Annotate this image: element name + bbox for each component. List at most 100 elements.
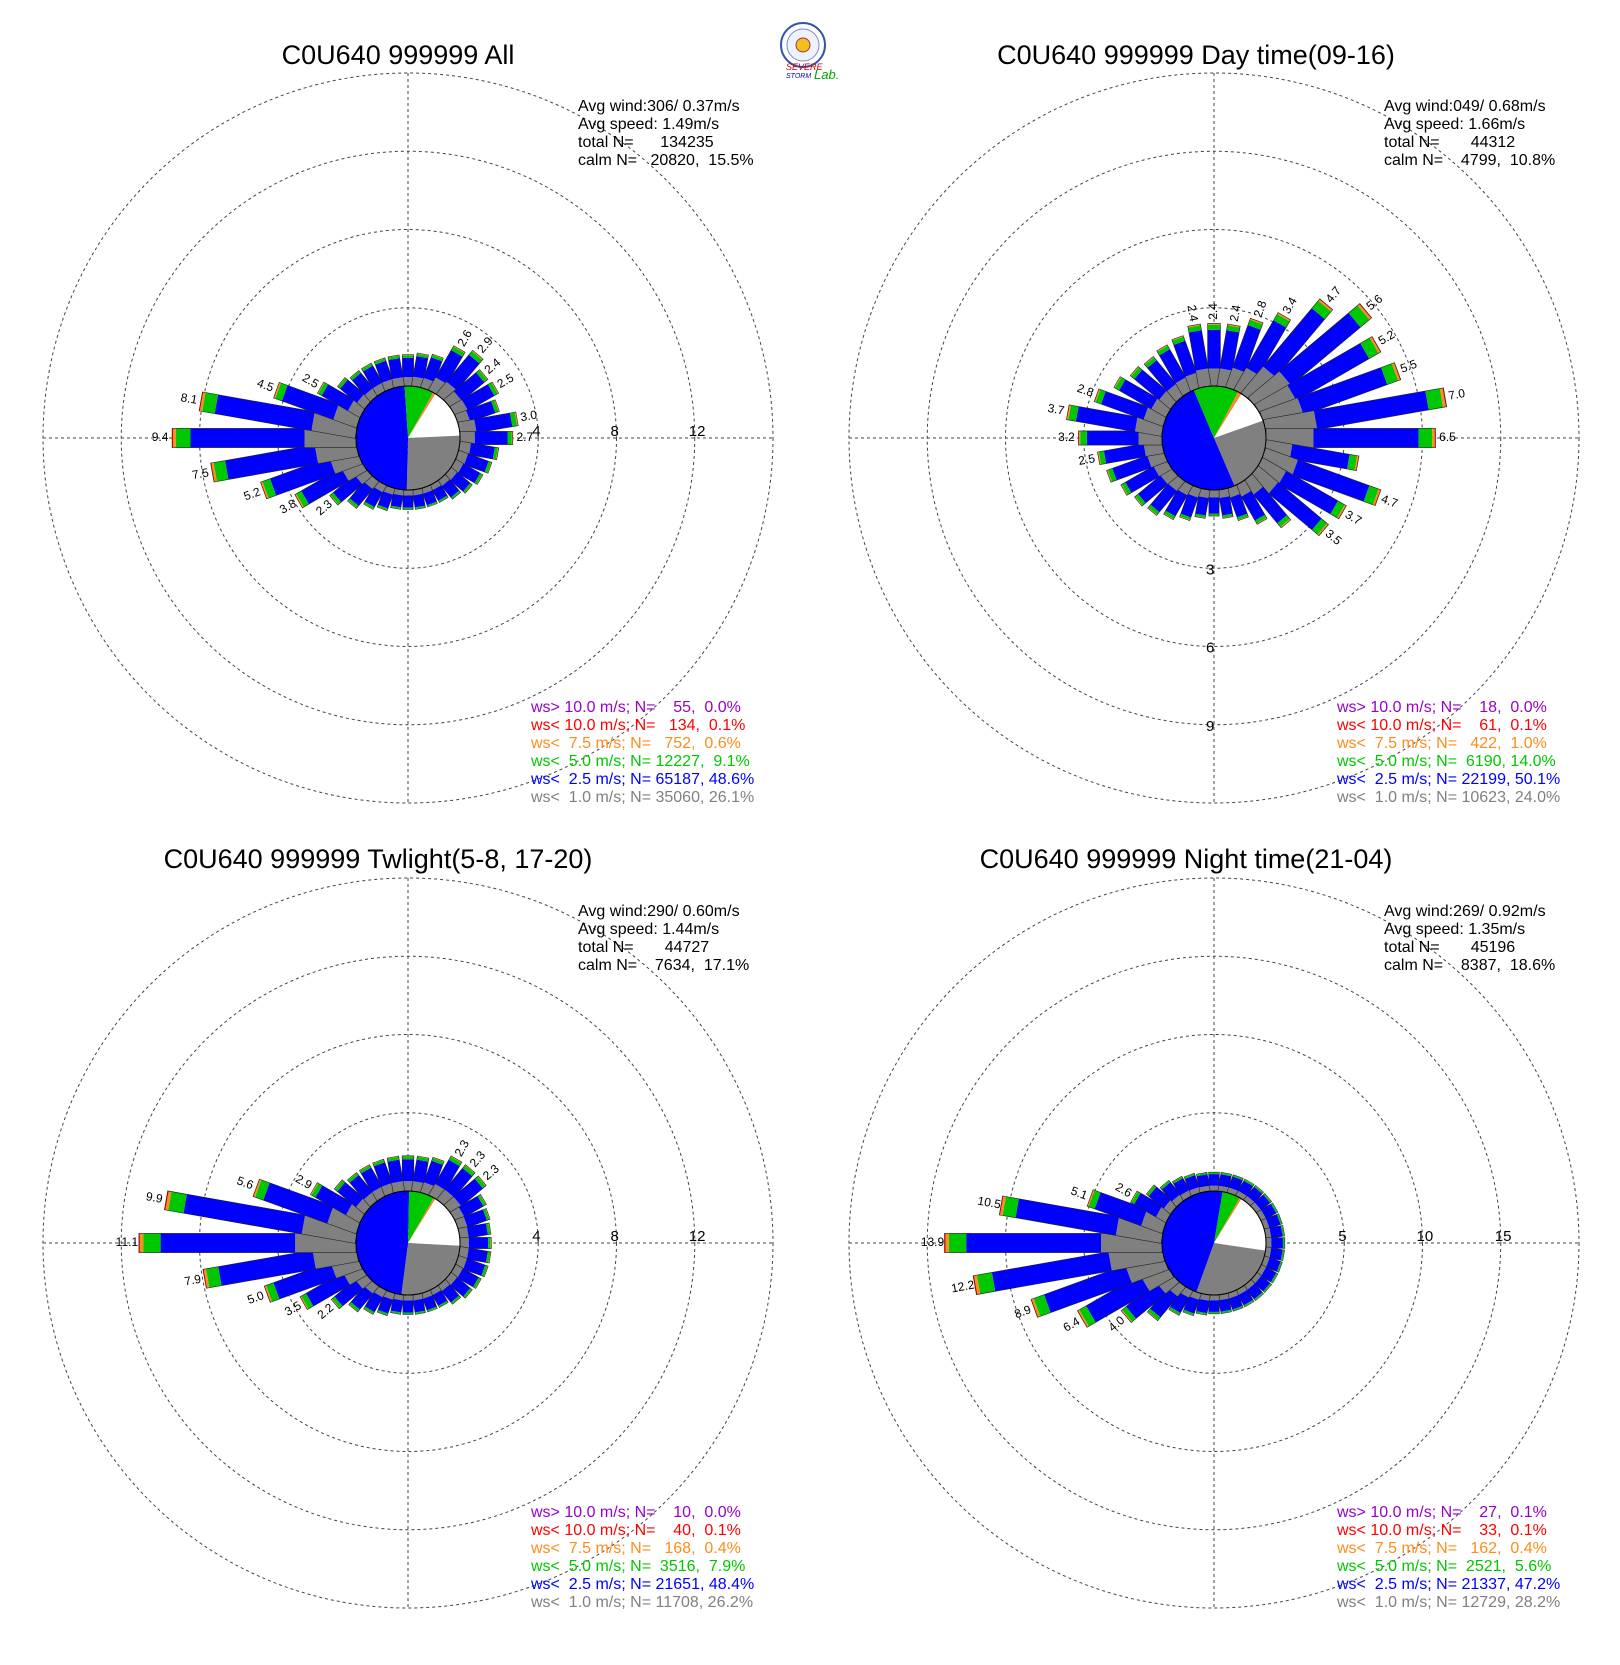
rose-bar-segment	[191, 428, 305, 447]
bar-value-label: 4.7	[1379, 492, 1400, 511]
bar-value-label: 8.9	[1012, 1302, 1033, 1321]
rose-bar-segment	[1283, 1238, 1285, 1249]
bar-value-label: 3.0	[519, 407, 538, 424]
rose-bar-segment	[402, 1159, 414, 1181]
speed-legend-entry: ws< 7.5 m/s; N= 752, 0.6%	[530, 735, 741, 752]
rose-bar-segment	[168, 1192, 187, 1214]
bar-value-label: 12.2	[950, 1278, 976, 1296]
rose-bar-segment	[403, 496, 413, 508]
bar-value-label: 2.4	[1206, 303, 1220, 320]
rose-bar-segment	[1419, 428, 1433, 447]
bar-value-label: 3.5	[282, 1298, 304, 1319]
ring-label: 8	[611, 423, 619, 440]
rose-bar-segment	[1209, 1312, 1220, 1314]
speed-legend-entry: ws> 10.0 m/s; N= 27, 0.1%	[1336, 1504, 1547, 1521]
bar-value-label: 2.8	[1251, 298, 1270, 319]
rose-bar-segment	[1432, 428, 1435, 447]
bar-value-label: 2.7	[516, 430, 533, 444]
summary-line: Avg speed: 1.49m/s	[578, 116, 719, 133]
rose-bar-segment	[469, 1237, 488, 1248]
summary-line: total N= 44312	[1384, 134, 1515, 151]
rose-bar-segment	[475, 431, 508, 444]
speed-legend-entry: ws> 10.0 m/s; N= 18, 0.0%	[1336, 699, 1547, 716]
bar-value-label: 5.2	[242, 484, 263, 503]
rose-bar-segment	[966, 1233, 1101, 1252]
bar-value-label: 2.5	[495, 370, 517, 391]
speed-legend-entry: ws< 5.0 m/s; N= 12227, 9.1%	[530, 753, 750, 770]
bar-value-label: 2.8	[1075, 381, 1096, 400]
bar-value-label: 2.5	[300, 371, 322, 392]
speed-legend-entry: ws< 7.5 m/s; N= 168, 0.4%	[530, 1540, 741, 1557]
ring-label: 12	[689, 423, 706, 440]
speed-legend-entry: ws< 10.0 m/s; N= 40, 0.1%	[530, 1522, 741, 1539]
summary-line: Avg speed: 1.66m/s	[1384, 116, 1525, 133]
bar-value-label: 3.5	[1323, 526, 1345, 548]
summary-line: Avg speed: 1.44m/s	[578, 921, 719, 938]
speed-legend-entry: ws< 5.0 m/s; N= 3516, 7.9%	[530, 1558, 745, 1575]
rose-bar-segment	[946, 1233, 949, 1252]
rose-bar-segment	[1209, 1173, 1220, 1175]
bar-value-label: 2.4	[1184, 304, 1201, 323]
speed-legend-entry: ws< 5.0 m/s; N= 2521, 5.6%	[1336, 1558, 1551, 1575]
rose-bar-segment	[161, 1233, 296, 1252]
bar-value-label: 2.4	[1227, 303, 1244, 322]
rose-bar-segment	[1208, 330, 1221, 369]
bar-value-label: 3.2	[1058, 430, 1075, 444]
bar-value-label: 7.9	[183, 1272, 202, 1289]
rose-bar-segment	[1314, 428, 1419, 447]
rose-bar-segment	[402, 355, 413, 358]
bar-value-label: 7.0	[1447, 386, 1466, 403]
bar-value-label: 13.9	[921, 1235, 945, 1249]
bar-value-label: 2.9	[474, 334, 496, 356]
rose-bar-segment	[977, 1272, 995, 1294]
ring-label: 4	[532, 423, 540, 440]
rose-bar-segment	[403, 1295, 413, 1301]
bar-value-label: 3.4	[1279, 294, 1300, 316]
logo-text-lab: Lab.	[814, 67, 839, 82]
bar-value-label: 5.5	[1398, 357, 1419, 376]
rose-bar-segment	[1209, 497, 1219, 513]
bar-value-label: 2.4	[482, 355, 504, 377]
speed-legend-entry: ws< 1.0 m/s; N= 10623, 24.0%	[1336, 789, 1560, 806]
rose-bar-segment	[1209, 1174, 1220, 1186]
speed-legend-entry: ws> 10.0 m/s; N= 10, 0.0%	[530, 1504, 741, 1521]
rose-bar-segment	[403, 490, 413, 496]
panel-title: C0U640 999999 All	[282, 40, 515, 70]
logo-text-storm: STORM	[786, 73, 811, 80]
speed-legend-entry: ws> 10.0 m/s; N= 55, 0.0%	[530, 699, 741, 716]
rose-bar-segment	[949, 1233, 966, 1252]
bar-value-label: 3.7	[1047, 401, 1066, 418]
rose-bar-segment	[143, 1233, 160, 1252]
rose-bar-segment	[1209, 1300, 1220, 1312]
ring-label: 5	[1338, 1228, 1346, 1245]
rose-bar-segment	[1208, 324, 1221, 325]
ring-label: 15	[1495, 1228, 1512, 1245]
summary-line: calm N= 20820, 15.5%	[578, 152, 754, 169]
summary-line: total N= 44727	[578, 939, 709, 956]
summary-line: calm N= 4799, 10.8%	[1384, 152, 1555, 169]
rose-bar-segment	[402, 358, 413, 377]
bar-value-label: 3.7	[1343, 507, 1365, 528]
panel-title: C0U640 999999 Day time(09-16)	[997, 40, 1395, 70]
bar-value-label: 3.8	[277, 496, 299, 517]
speed-legend-entry: ws< 7.5 m/s; N= 162, 0.4%	[1336, 1540, 1547, 1557]
summary-line: Avg wind:290/ 0.60m/s	[578, 903, 740, 920]
bar-value-label: 5.2	[1376, 327, 1398, 348]
rose-bar-segment	[403, 1313, 413, 1315]
rose-bar-segment	[403, 508, 413, 510]
speed-legend-entry: ws< 1.0 m/s; N= 35060, 26.1%	[530, 789, 754, 806]
speed-legend-entry: ws< 10.0 m/s; N= 61, 0.1%	[1336, 717, 1547, 734]
bar-value-label: 5.6	[235, 1173, 256, 1192]
rose-bar-segment	[402, 1157, 414, 1160]
bar-value-label: 6.5	[1439, 430, 1456, 444]
rose-bar-segment	[1079, 431, 1080, 445]
ring-label: 3	[1206, 561, 1214, 578]
summary-line: calm N= 7634, 17.1%	[578, 957, 749, 974]
speed-legend-entry: ws< 10.0 m/s; N= 134, 0.1%	[530, 717, 745, 734]
rose-bar-segment	[403, 1301, 413, 1313]
bar-value-label: 10.5	[977, 1194, 1003, 1212]
